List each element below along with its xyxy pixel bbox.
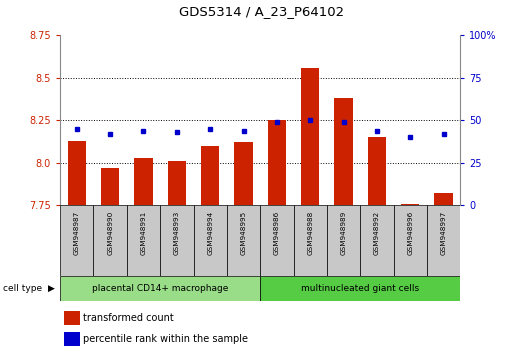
Bar <box>401 204 419 205</box>
Bar <box>293 205 327 276</box>
Bar <box>94 205 127 276</box>
Text: GSM948990: GSM948990 <box>107 211 113 255</box>
Bar <box>234 142 253 205</box>
Bar <box>101 168 119 205</box>
Text: ▶: ▶ <box>48 284 55 293</box>
Bar <box>67 141 86 205</box>
Bar <box>435 193 453 205</box>
Text: GSM948996: GSM948996 <box>407 211 413 255</box>
Bar <box>327 205 360 276</box>
Text: multinucleated giant cells: multinucleated giant cells <box>301 284 419 293</box>
Bar <box>134 158 153 205</box>
Bar <box>260 205 293 276</box>
Bar <box>427 205 460 276</box>
Bar <box>301 68 320 205</box>
Bar <box>64 332 80 346</box>
Bar <box>268 120 286 205</box>
Bar <box>127 205 160 276</box>
Text: placental CD14+ macrophage: placental CD14+ macrophage <box>92 284 229 293</box>
Bar <box>227 205 260 276</box>
Bar <box>60 205 94 276</box>
Bar <box>394 205 427 276</box>
Bar <box>360 205 393 276</box>
Text: GSM948988: GSM948988 <box>307 211 313 255</box>
Text: transformed count: transformed count <box>83 313 174 323</box>
Bar <box>368 137 386 205</box>
Bar <box>64 312 80 325</box>
Text: percentile rank within the sample: percentile rank within the sample <box>83 334 248 344</box>
Bar <box>260 276 460 301</box>
Text: GSM948994: GSM948994 <box>207 211 213 255</box>
Text: GSM948995: GSM948995 <box>241 211 246 255</box>
Bar <box>160 205 194 276</box>
Bar <box>194 205 227 276</box>
Text: GSM948993: GSM948993 <box>174 211 180 255</box>
Text: cell type: cell type <box>3 284 42 293</box>
Text: GDS5314 / A_23_P64102: GDS5314 / A_23_P64102 <box>179 5 344 18</box>
Bar <box>60 276 260 301</box>
Text: GSM948989: GSM948989 <box>340 211 347 255</box>
Text: GSM948987: GSM948987 <box>74 211 80 255</box>
Text: GSM948997: GSM948997 <box>440 211 447 255</box>
Bar <box>334 98 353 205</box>
Bar <box>201 146 219 205</box>
Text: GSM948992: GSM948992 <box>374 211 380 255</box>
Text: GSM948991: GSM948991 <box>141 211 146 255</box>
Bar <box>168 161 186 205</box>
Text: GSM948986: GSM948986 <box>274 211 280 255</box>
